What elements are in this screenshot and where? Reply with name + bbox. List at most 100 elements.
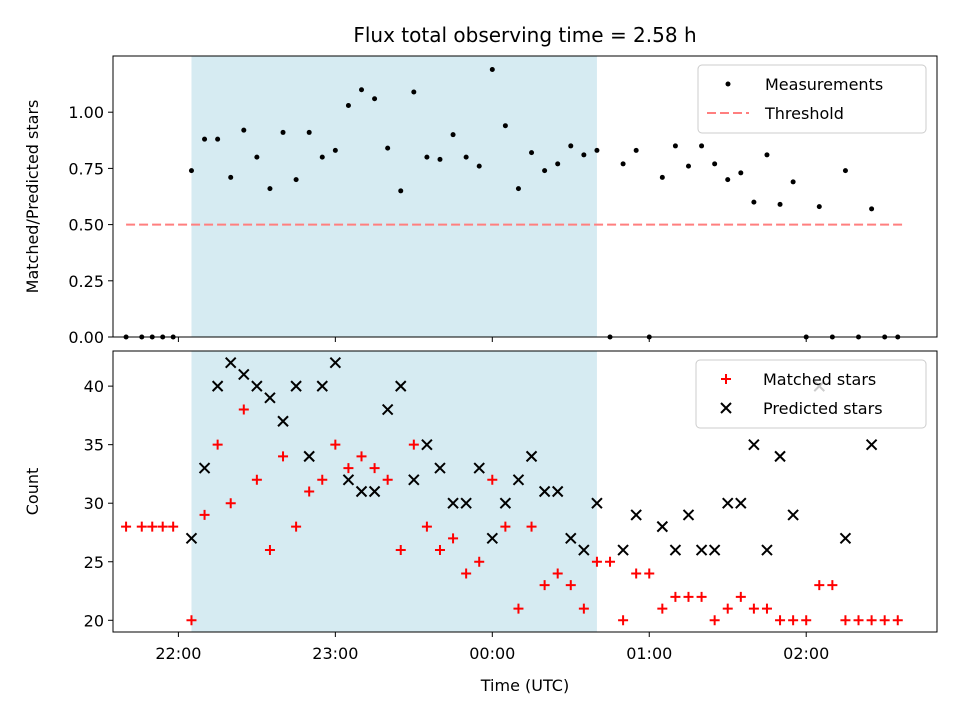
measurement-point — [215, 136, 221, 142]
matched-star-marker — [866, 615, 877, 626]
measurement-point — [489, 66, 495, 72]
matched-star-marker — [369, 463, 380, 474]
predicted-star-marker — [551, 485, 564, 498]
y-tick-label: 25 — [84, 553, 104, 572]
predicted-star-marker — [499, 497, 512, 509]
predicted-star-marker — [591, 497, 603, 509]
matched-star-marker — [251, 474, 262, 485]
measurement-point — [581, 152, 587, 158]
matched-star-marker — [421, 521, 432, 532]
matched-star-marker — [408, 439, 419, 450]
predicted-star-marker — [865, 438, 878, 451]
matched-star-marker — [291, 521, 302, 532]
predicted-star-marker — [473, 462, 485, 474]
predicted-star-marker — [225, 357, 237, 369]
predicted-star-marker — [538, 485, 551, 498]
measurement-point — [751, 199, 757, 205]
y-tick-label: 30 — [84, 494, 104, 513]
top-y-ticks: 0.00 0.25 0.50 0.75 1.00 — [68, 103, 113, 347]
y-tick-label: 1.00 — [68, 103, 104, 122]
matched-star-marker — [644, 568, 655, 579]
bottom-y-axis-label: Count — [23, 468, 42, 516]
predicted-star-marker — [695, 544, 708, 556]
measurement-point — [685, 163, 691, 169]
matched-star-marker — [500, 521, 511, 532]
matched-star-marker — [461, 568, 472, 579]
measurement-point — [293, 177, 299, 183]
bottom-panel: 20 25 30 35 40 22:00 23:00 00:00 01:00 02:00 Cou… — [23, 350, 938, 695]
predicted-star-markers — [185, 357, 878, 556]
predicted-star-marker — [395, 380, 407, 392]
matched-legend-marker — [721, 374, 731, 384]
matched-star-marker — [879, 615, 890, 626]
matched-star-marker — [591, 556, 602, 567]
measurement-point — [241, 127, 247, 133]
predicted-star-marker — [630, 509, 642, 521]
predicted-star-marker — [839, 532, 852, 545]
matched-star-marker — [225, 498, 236, 509]
predicted-star-marker — [211, 380, 224, 392]
measurement-point — [254, 154, 260, 160]
observing-window-shade-bottom — [191, 351, 597, 632]
predicted-star-marker — [342, 474, 355, 486]
measurement-point — [188, 168, 194, 174]
measurement-point — [659, 174, 665, 180]
matched-star-marker — [356, 451, 367, 462]
measurement-point — [450, 132, 456, 138]
matched-star-marker — [788, 615, 799, 626]
predicted-star-marker — [381, 403, 394, 416]
x-axis-label: Time (UTC) — [480, 676, 569, 695]
bottom-x-ticks: 22:00 23:00 00:00 01:00 02:00 — [155, 632, 829, 663]
measurement-point — [764, 152, 770, 158]
predicted-star-marker — [682, 509, 695, 521]
predicted-star-marker — [761, 544, 773, 556]
matched-star-marker — [238, 404, 249, 415]
predicted-star-marker — [512, 474, 525, 486]
chart-title: Flux total observing time = 2.58 h — [353, 23, 696, 47]
predicted-star-marker — [578, 544, 590, 556]
predicted-star-marker — [617, 544, 629, 556]
measurement-point — [738, 170, 744, 176]
top-panel: 0.00 0.25 0.50 0.75 1.00 Matched/Predicted s… — [23, 55, 938, 347]
matched-star-marker — [618, 615, 629, 626]
measurement-point — [332, 147, 338, 153]
top-plot-frame — [112, 55, 938, 338]
measurement-point — [202, 136, 208, 142]
predicted-star-marker — [355, 485, 368, 498]
matched-star-markers — [121, 404, 903, 626]
predicted-star-marker — [722, 497, 734, 509]
x-tick-label: 00:00 — [469, 644, 515, 663]
matched-star-marker — [434, 545, 445, 556]
measurement-point — [633, 147, 639, 153]
measurement-point — [411, 89, 417, 95]
x-tick-label: 23:00 — [312, 644, 358, 663]
matched-star-marker — [487, 474, 498, 485]
measurement-point — [359, 87, 365, 93]
predicted-star-marker — [735, 497, 747, 509]
matched-star-marker — [330, 439, 341, 450]
matched-star-marker — [748, 603, 759, 614]
matched-star-marker — [657, 603, 668, 614]
measurement-point — [345, 102, 351, 108]
measurement-point — [712, 161, 718, 167]
measurement-point — [306, 129, 312, 135]
matched-star-marker — [186, 615, 197, 626]
matched-star-marker — [605, 556, 616, 567]
predicted-star-marker — [787, 509, 799, 521]
matched-star-marker — [631, 568, 642, 579]
measurement-point — [869, 206, 875, 212]
observing-window-shade-top — [191, 56, 597, 337]
measurement-point — [319, 154, 325, 160]
predicted-star-marker — [447, 497, 459, 509]
matched-star-marker — [168, 521, 179, 532]
predicted-star-marker — [303, 450, 315, 463]
matched-star-marker — [892, 615, 903, 626]
matched-star-marker — [448, 533, 459, 544]
measurement-point — [725, 177, 731, 183]
y-tick-label: 40 — [84, 377, 104, 396]
bottom-legend: Matched stars Predicted stars — [695, 359, 927, 429]
predicted-star-marker — [656, 520, 669, 533]
top-legend-box — [697, 64, 927, 134]
y-tick-label: 0.50 — [68, 216, 104, 235]
